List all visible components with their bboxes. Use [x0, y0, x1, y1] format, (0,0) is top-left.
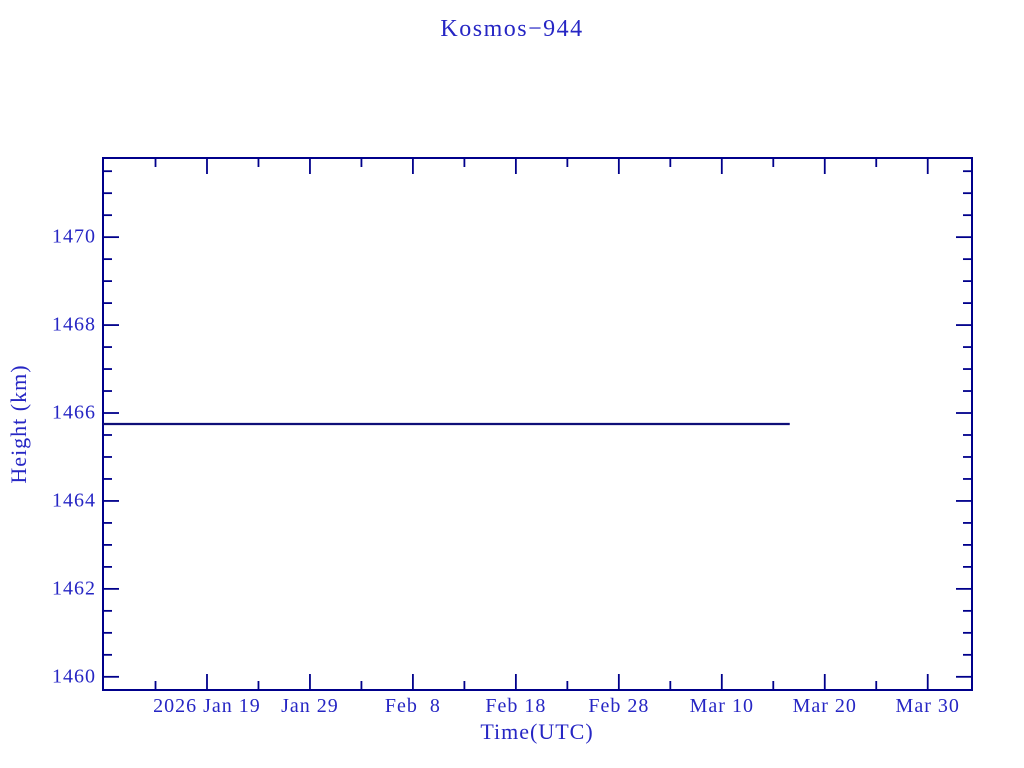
x-tick-label: Feb 28: [588, 695, 650, 717]
y-tick-label: 1466: [52, 401, 96, 424]
y-axis-title: Height (km): [6, 364, 31, 484]
x-axis-title: Time(UTC): [480, 719, 594, 744]
y-tick-label: 1468: [52, 313, 96, 336]
x-tick-label: Jan 29: [281, 695, 339, 717]
y-tick-label: 1470: [52, 225, 96, 248]
x-tick-label: Feb 8: [384, 695, 441, 717]
y-tick-label: 1462: [52, 577, 96, 600]
chart-title: Kosmos−944: [440, 16, 584, 42]
x-tick-label: Mar 30: [895, 695, 960, 717]
x-tick-label: Feb 18: [485, 695, 547, 717]
y-tick-label: 1460: [52, 665, 96, 688]
x-tick-label: 2026 Jan 19: [153, 695, 261, 717]
x-tick-label: Mar 10: [689, 695, 754, 717]
x-tick-label: Mar 20: [792, 695, 857, 717]
y-tick-label: 1464: [52, 489, 96, 512]
